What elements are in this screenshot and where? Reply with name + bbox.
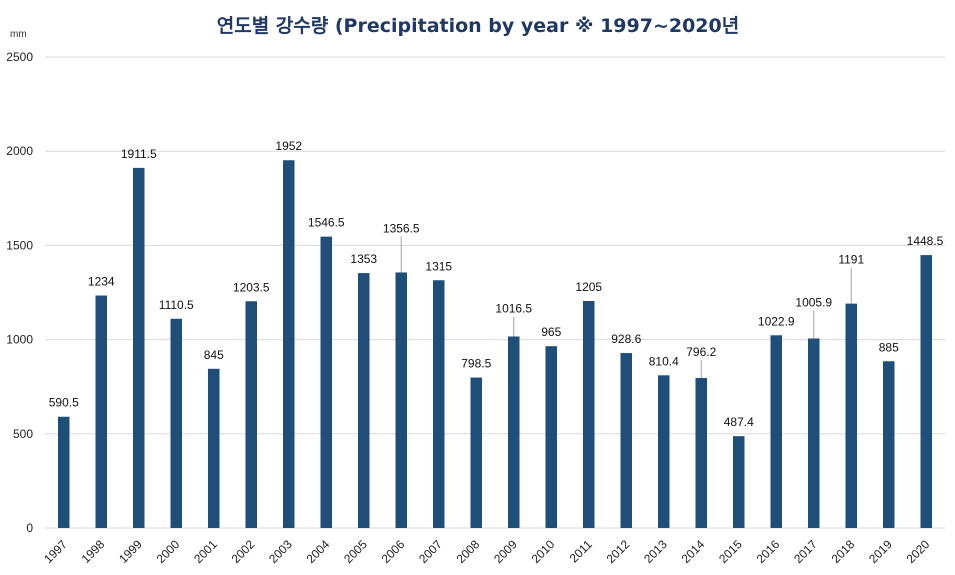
x-tick-label: 2018 bbox=[829, 537, 858, 566]
x-tick-label: 2015 bbox=[716, 537, 745, 566]
bar bbox=[170, 318, 182, 528]
data-label: 590.5 bbox=[49, 396, 79, 410]
y-axis-ticks: 0 500 1000 1500 2000 2500 bbox=[6, 50, 33, 535]
data-label: 1353 bbox=[350, 252, 377, 266]
bar bbox=[395, 272, 407, 528]
bar bbox=[583, 300, 595, 528]
data-label: 1448.5 bbox=[907, 234, 944, 248]
data-label: 487.4 bbox=[724, 415, 754, 429]
data-label: 1315 bbox=[425, 259, 452, 273]
bar bbox=[508, 336, 520, 528]
x-axis-ticks: 1997 1998 1999 2000 2001 2002 2003 2004 2005 2006… bbox=[41, 537, 933, 566]
y-tick-label: 2500 bbox=[6, 50, 33, 64]
data-label: 965 bbox=[541, 325, 561, 339]
bar bbox=[433, 280, 445, 528]
data-label: 1546.5 bbox=[308, 216, 345, 230]
x-tick-label: 2012 bbox=[604, 537, 633, 566]
data-label: 885 bbox=[879, 340, 899, 354]
y-tick-label: 0 bbox=[26, 521, 33, 535]
x-tick-label: 2020 bbox=[904, 537, 933, 566]
bar bbox=[545, 346, 557, 528]
bar bbox=[358, 273, 370, 528]
bar bbox=[470, 377, 482, 528]
x-tick-label: 2017 bbox=[791, 537, 820, 566]
bar bbox=[58, 416, 70, 528]
bar bbox=[245, 301, 257, 528]
x-tick-label: 2009 bbox=[491, 537, 520, 566]
x-tick-label: 2000 bbox=[154, 537, 183, 566]
data-label: 1203.5 bbox=[233, 280, 270, 294]
bar bbox=[320, 236, 332, 528]
x-tick-label: 2004 bbox=[304, 537, 333, 566]
gridlines bbox=[45, 56, 945, 529]
data-label: 1022.9 bbox=[758, 314, 795, 328]
y-axis-unit: mm bbox=[10, 29, 27, 40]
bar bbox=[695, 377, 707, 528]
data-label: 928.6 bbox=[611, 332, 641, 346]
bar bbox=[208, 368, 220, 528]
y-tick-label: 2000 bbox=[6, 144, 33, 158]
bar bbox=[920, 255, 932, 528]
bar bbox=[658, 375, 670, 528]
x-tick-label: 2006 bbox=[379, 537, 408, 566]
y-tick-label: 1500 bbox=[6, 238, 33, 252]
data-labels: 590.5 1234 1911.5 1110.5 845 1203.5 1952 1546.5… bbox=[49, 139, 944, 429]
bar bbox=[883, 361, 895, 528]
x-tick-label: 2013 bbox=[641, 537, 670, 566]
bar bbox=[808, 338, 820, 528]
data-label: 1016.5 bbox=[495, 301, 532, 315]
bar bbox=[283, 160, 295, 528]
x-tick-label: 1997 bbox=[41, 537, 70, 566]
data-label: 810.4 bbox=[649, 354, 679, 368]
bar bbox=[845, 303, 857, 528]
y-tick-label: 1000 bbox=[6, 333, 33, 347]
x-tick-label: 1999 bbox=[116, 537, 145, 566]
x-tick-label: 2002 bbox=[229, 537, 258, 566]
x-tick-label: 2016 bbox=[754, 537, 783, 566]
data-label: 798.5 bbox=[461, 357, 491, 371]
bar bbox=[133, 167, 145, 528]
x-tick-label: 2008 bbox=[454, 537, 483, 566]
data-label: 1911.5 bbox=[121, 147, 157, 161]
bar bbox=[733, 436, 745, 528]
data-label: 845 bbox=[204, 348, 224, 362]
x-tick-label: 2019 bbox=[866, 537, 895, 566]
data-label: 1110.5 bbox=[159, 298, 194, 312]
data-label: 1234 bbox=[88, 275, 115, 289]
x-tick-label: 2014 bbox=[679, 537, 708, 566]
x-tick-label: 2011 bbox=[567, 537, 595, 565]
label-leader-lines bbox=[400, 236, 852, 378]
x-tick-label: 2001 bbox=[191, 537, 220, 566]
bar bbox=[620, 353, 632, 528]
data-label: 796.2 bbox=[686, 345, 716, 359]
data-label: 1356.5 bbox=[383, 221, 420, 235]
data-label: 1005.9 bbox=[795, 295, 832, 309]
x-tick-label: 2003 bbox=[266, 537, 295, 566]
data-label: 1191 bbox=[838, 253, 864, 267]
bar bbox=[95, 295, 107, 528]
y-tick-label: 500 bbox=[13, 427, 33, 441]
x-tick-label: 2005 bbox=[341, 537, 370, 566]
x-tick-label: 2007 bbox=[416, 537, 445, 566]
data-label: 1205 bbox=[575, 280, 602, 294]
x-tick-label: 1998 bbox=[79, 537, 108, 566]
chart-title: 연도별 강수량 (Precipitation by year ※ 1997~20… bbox=[217, 15, 739, 37]
bars bbox=[58, 160, 932, 528]
bar bbox=[770, 335, 782, 528]
x-tick-label: 2010 bbox=[529, 537, 558, 566]
data-label: 1952 bbox=[275, 139, 302, 153]
